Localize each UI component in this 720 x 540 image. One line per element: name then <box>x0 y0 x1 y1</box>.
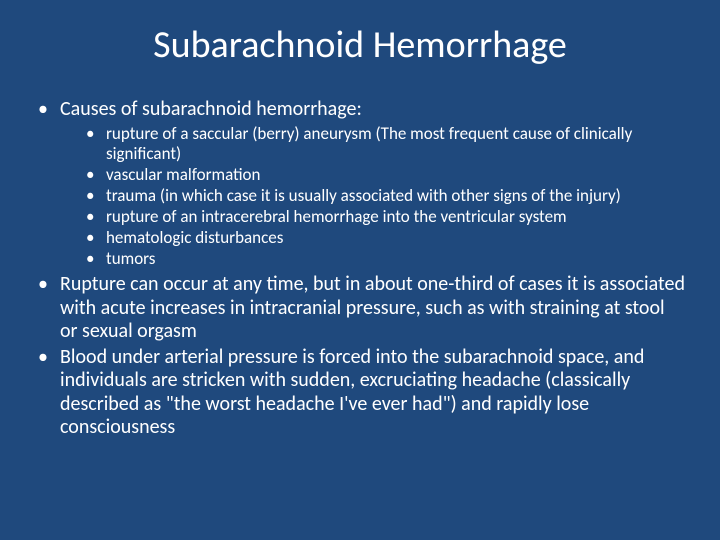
bullet-item: Blood under arterial pressure is forced … <box>34 346 686 440</box>
sub-bullet-text: vascular malformation <box>106 164 260 185</box>
bullet-item: Causes of subarachnoid hemorrhage: ruptu… <box>34 98 686 269</box>
sub-bullet-item: trauma (in which case it is usually asso… <box>84 186 686 206</box>
bullet-text: Causes of subarachnoid hemorrhage: <box>60 97 362 121</box>
sub-bullet-text: rupture of an intracerebral hemorrhage i… <box>106 206 567 227</box>
bullet-text: Blood under arterial pressure is forced … <box>60 345 644 440</box>
bullet-item: Rupture can occur at any time, but in ab… <box>34 273 686 344</box>
sub-bullet-text: rupture of a saccular (berry) aneurysm (… <box>106 123 632 164</box>
bullet-list: Causes of subarachnoid hemorrhage: ruptu… <box>34 98 686 440</box>
sub-bullet-text: trauma (in which case it is usually asso… <box>106 185 621 206</box>
sub-bullet-item: tumors <box>84 249 686 269</box>
sub-bullet-item: rupture of an intracerebral hemorrhage i… <box>84 207 686 227</box>
slide: Subarachnoid Hemorrhage Causes of subara… <box>0 0 720 540</box>
sub-bullet-item: vascular malformation <box>84 165 686 185</box>
sub-bullet-item: hematologic disturbances <box>84 228 686 248</box>
slide-title: Subarachnoid Hemorrhage <box>0 0 720 98</box>
sub-bullet-item: rupture of a saccular (berry) aneurysm (… <box>84 124 686 164</box>
bullet-text: Rupture can occur at any time, but in ab… <box>60 272 685 343</box>
sub-bullet-text: hematologic disturbances <box>106 227 283 248</box>
sub-bullet-text: tumors <box>106 248 155 269</box>
slide-body: Causes of subarachnoid hemorrhage: ruptu… <box>0 98 720 440</box>
sub-bullet-list: rupture of a saccular (berry) aneurysm (… <box>60 124 686 269</box>
